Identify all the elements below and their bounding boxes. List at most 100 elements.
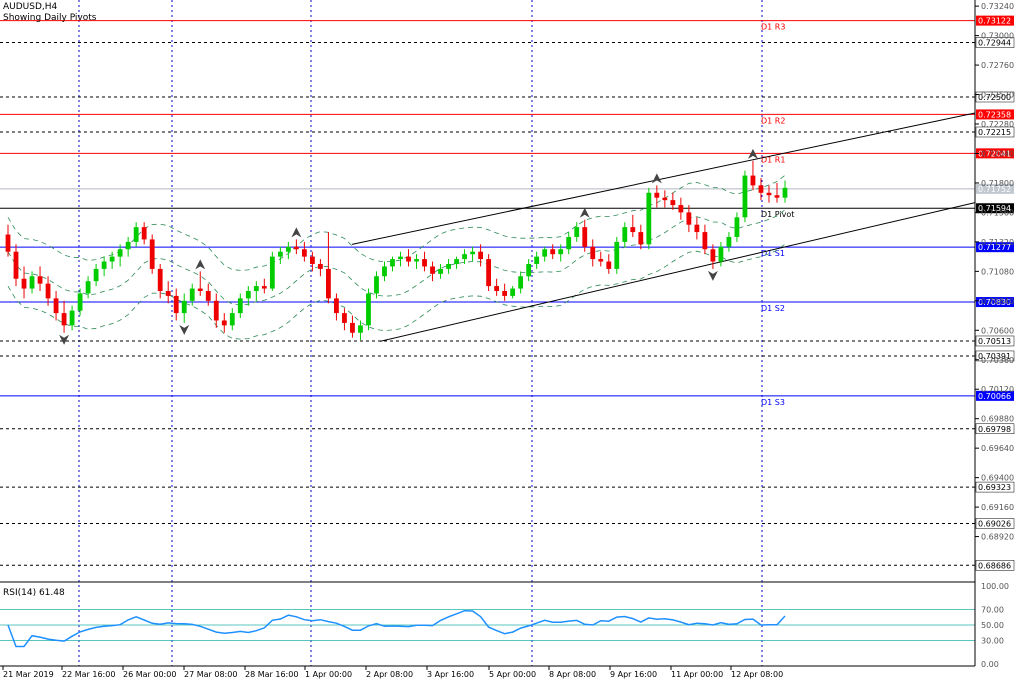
- bull-candle[interactable]: [269, 256, 275, 289]
- bull-candle[interactable]: [229, 313, 235, 326]
- bear-candle[interactable]: [486, 259, 492, 287]
- bull-candle[interactable]: [133, 227, 139, 242]
- bear-candle[interactable]: [309, 256, 315, 264]
- bear-candle[interactable]: [21, 278, 27, 289]
- bear-candle[interactable]: [149, 239, 155, 269]
- bear-candle[interactable]: [37, 276, 43, 284]
- bear-candle[interactable]: [686, 212, 692, 225]
- bull-candle[interactable]: [390, 259, 395, 267]
- bear-candle[interactable]: [430, 266, 435, 274]
- trend-channel[interactable]: [351, 112, 976, 342]
- pivot-lines[interactable]: D1 Pivot 0.71594 D1 R1 0.72041 D1 R2 0.72358 D…: [0, 15, 1014, 407]
- bear-candle[interactable]: [261, 286, 267, 289]
- bull-candle[interactable]: [101, 261, 107, 269]
- bull-candle[interactable]: [109, 256, 115, 262]
- bull-candle[interactable]: [526, 263, 532, 277]
- bull-candle[interactable]: [542, 249, 548, 257]
- bear-candle[interactable]: [334, 298, 339, 314]
- bear-candle[interactable]: [766, 192, 772, 196]
- bull-candle[interactable]: [558, 249, 564, 255]
- bull-candle[interactable]: [454, 259, 459, 264]
- bear-candle[interactable]: [301, 249, 307, 257]
- bull-candle[interactable]: [742, 175, 748, 218]
- bull-candle[interactable]: [518, 276, 524, 289]
- bear-candle[interactable]: [590, 246, 596, 260]
- bear-candle[interactable]: [710, 249, 716, 262]
- bull-candle[interactable]: [574, 227, 580, 237]
- bull-candle[interactable]: [614, 241, 620, 269]
- bear-candle[interactable]: [45, 283, 51, 299]
- bear-candle[interactable]: [670, 200, 676, 206]
- bull-candle[interactable]: [718, 246, 724, 262]
- bull-candle[interactable]: [366, 293, 371, 326]
- bear-candle[interactable]: [293, 246, 299, 250]
- bear-candle[interactable]: [582, 227, 588, 247]
- bull-candle[interactable]: [69, 310, 75, 326]
- bear-candle[interactable]: [774, 195, 780, 198]
- bear-candle[interactable]: [326, 268, 331, 299]
- bull-candle[interactable]: [734, 217, 740, 237]
- bear-candle[interactable]: [750, 175, 756, 186]
- bull-candle[interactable]: [414, 259, 419, 262]
- bear-candle[interactable]: [630, 227, 636, 233]
- bear-candle[interactable]: [13, 251, 19, 279]
- bear-candle[interactable]: [598, 259, 604, 262]
- bull-candle[interactable]: [566, 236, 572, 250]
- bull-candle[interactable]: [277, 251, 283, 257]
- bear-candle[interactable]: [502, 291, 508, 296]
- bear-candle[interactable]: [53, 298, 59, 314]
- bull-candle[interactable]: [510, 288, 516, 296]
- bull-candle[interactable]: [446, 263, 451, 269]
- bull-candle[interactable]: [181, 300, 187, 314]
- bull-candle[interactable]: [534, 256, 540, 264]
- bear-candle[interactable]: [221, 320, 227, 326]
- bear-candle[interactable]: [205, 291, 211, 301]
- bull-candle[interactable]: [398, 256, 403, 260]
- bull-candle[interactable]: [285, 246, 291, 252]
- bear-candle[interactable]: [494, 286, 500, 291]
- bull-candle[interactable]: [125, 241, 131, 250]
- bear-candle[interactable]: [478, 251, 484, 260]
- bear-candle[interactable]: [406, 256, 411, 262]
- bull-candle[interactable]: [622, 227, 628, 242]
- bull-candle[interactable]: [237, 298, 243, 314]
- bull-candle[interactable]: [374, 276, 379, 294]
- bull-candle[interactable]: [382, 266, 387, 277]
- bear-candle[interactable]: [694, 224, 700, 233]
- bear-candle[interactable]: [197, 288, 203, 291]
- channel-lower-line[interactable]: [379, 202, 976, 342]
- bear-candle[interactable]: [213, 300, 219, 321]
- bear-candle[interactable]: [678, 205, 684, 213]
- channel-upper-line[interactable]: [351, 112, 976, 245]
- bear-candle[interactable]: [157, 268, 163, 291]
- bear-candle[interactable]: [165, 291, 171, 296]
- bull-candle[interactable]: [462, 254, 467, 260]
- bear-candle[interactable]: [550, 249, 556, 255]
- bull-candle[interactable]: [646, 192, 652, 245]
- bull-candle[interactable]: [93, 268, 99, 282]
- bull-candle[interactable]: [253, 286, 259, 291]
- bear-candle[interactable]: [702, 232, 708, 250]
- bull-candle[interactable]: [358, 325, 363, 333]
- bear-candle[interactable]: [758, 185, 764, 193]
- bull-candle[interactable]: [85, 281, 91, 294]
- bull-candle[interactable]: [117, 249, 123, 257]
- bear-candle[interactable]: [654, 192, 660, 198]
- bear-candle[interactable]: [350, 322, 355, 333]
- bear-candle[interactable]: [141, 227, 147, 240]
- bull-candle[interactable]: [245, 291, 251, 299]
- candles[interactable]: [5, 160, 788, 341]
- bull-candle[interactable]: [189, 288, 195, 301]
- bear-candle[interactable]: [317, 263, 323, 269]
- bull-candle[interactable]: [29, 276, 35, 289]
- bear-candle[interactable]: [342, 313, 347, 323]
- bull-candle[interactable]: [77, 293, 83, 311]
- bear-candle[interactable]: [173, 295, 179, 314]
- bear-candle[interactable]: [662, 197, 668, 201]
- bull-candle[interactable]: [726, 236, 732, 247]
- bear-candle[interactable]: [638, 232, 644, 245]
- bull-candle[interactable]: [470, 251, 476, 255]
- bear-candle[interactable]: [606, 261, 612, 269]
- bull-candle[interactable]: [782, 187, 788, 198]
